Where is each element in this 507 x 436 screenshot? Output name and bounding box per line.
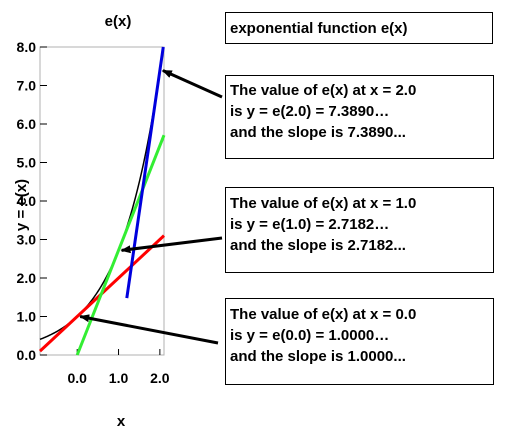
y-tick-label: 5.0 <box>17 155 37 171</box>
y-tick-label: 7.0 <box>17 78 37 94</box>
y-tick-label: 8.0 <box>17 39 37 55</box>
x-tick-label: 0.0 <box>67 370 87 386</box>
x-tick-label: 1.0 <box>109 370 129 386</box>
note-x0-line1: The value of e(x) at x = 0.0 <box>230 306 417 323</box>
y-tick-label: 6.0 <box>17 116 37 132</box>
note-x2-line2: is y = e(2.0) = 7.3890… <box>230 103 390 120</box>
annotation-arrow <box>79 314 219 345</box>
plot-frame <box>39 46 165 356</box>
note-x1-line3: and the slope is 2.7182... <box>230 237 406 254</box>
header-box: exponential function e(x) <box>225 12 493 44</box>
x-tick-label: 2.0 <box>150 370 170 386</box>
y-tick-label: 3.0 <box>17 232 37 248</box>
header-text: exponential function e(x) <box>230 20 408 37</box>
tangent-x1-line <box>75 134 166 356</box>
note-x2-line1: The value of e(x) at x = 2.0 <box>230 82 417 99</box>
tangent-x2-line <box>125 46 165 299</box>
curve-exp-line <box>39 55 163 341</box>
note-box-x1: The value of e(x) at x = 1.0 is y = e(1.… <box>225 187 494 273</box>
x-axis-label: x <box>117 413 126 430</box>
note-x1-line1: The value of e(x) at x = 1.0 <box>230 195 417 212</box>
note-box-x2: The value of e(x) at x = 2.0 is y = e(2.… <box>225 75 494 159</box>
chart-title: e(x) <box>105 13 132 30</box>
y-tick-label: 2.0 <box>17 270 37 286</box>
note-x0-line3: and the slope is 1.0000... <box>230 348 406 365</box>
y-tick-label: 0.0 <box>17 347 37 363</box>
y-tick-label: 4.0 <box>17 193 37 209</box>
note-box-x0: The value of e(x) at x = 0.0 is y = e(0.… <box>225 298 494 385</box>
note-x0-line2: is y = e(0.0) = 1.0000… <box>230 327 390 344</box>
y-axis-label: y = e(x) <box>13 179 30 231</box>
annotation-arrow <box>120 236 223 254</box>
annotation-arrow <box>161 69 223 99</box>
note-x1-line2: is y = e(1.0) = 2.7182… <box>230 216 390 233</box>
note-x2-line3: and the slope is 7.3890... <box>230 124 406 141</box>
y-tick-label: 1.0 <box>17 309 37 325</box>
